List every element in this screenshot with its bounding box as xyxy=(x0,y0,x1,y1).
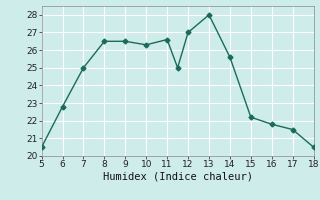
X-axis label: Humidex (Indice chaleur): Humidex (Indice chaleur) xyxy=(103,172,252,182)
